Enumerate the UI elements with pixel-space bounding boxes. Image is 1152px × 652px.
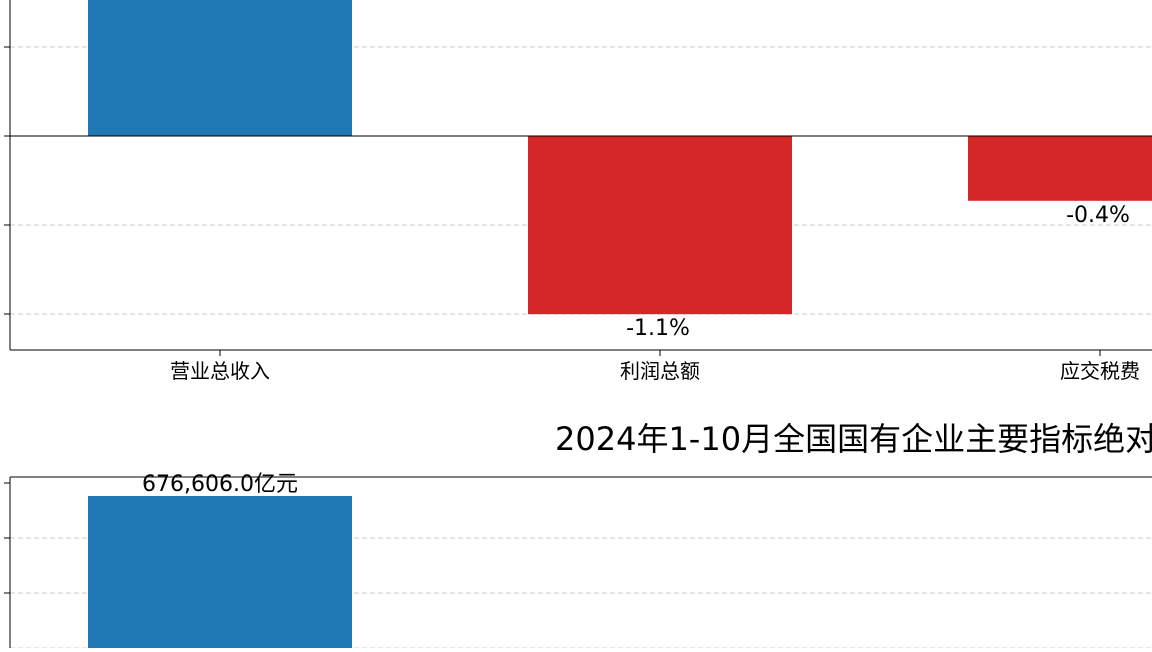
x-tick-label: 营业总收入: [170, 359, 270, 383]
bar-top-2: [968, 136, 1152, 201]
x-tick-label: 应交税费: [1060, 359, 1140, 383]
absolute-value-chart: 2024年1-10月全国国有企业主要指标绝对 676,606.0亿元: [4, 420, 1152, 649]
growth-rate-chart: 营业总收入 利润总额 应交税费 -1.1% -0.4%: [4, 0, 1152, 383]
chart-title: 2024年1-10月全国国有企业主要指标绝对: [555, 420, 1152, 458]
data-label: -1.1%: [626, 316, 690, 341]
bar-bottom-0: [88, 496, 352, 648]
bar-top-1: [528, 136, 792, 315]
data-label: 676,606.0亿元: [142, 472, 298, 497]
x-tick-label: 利润总额: [620, 359, 700, 383]
bar-top-0: [88, 0, 352, 136]
data-label: -0.4%: [1066, 203, 1130, 228]
